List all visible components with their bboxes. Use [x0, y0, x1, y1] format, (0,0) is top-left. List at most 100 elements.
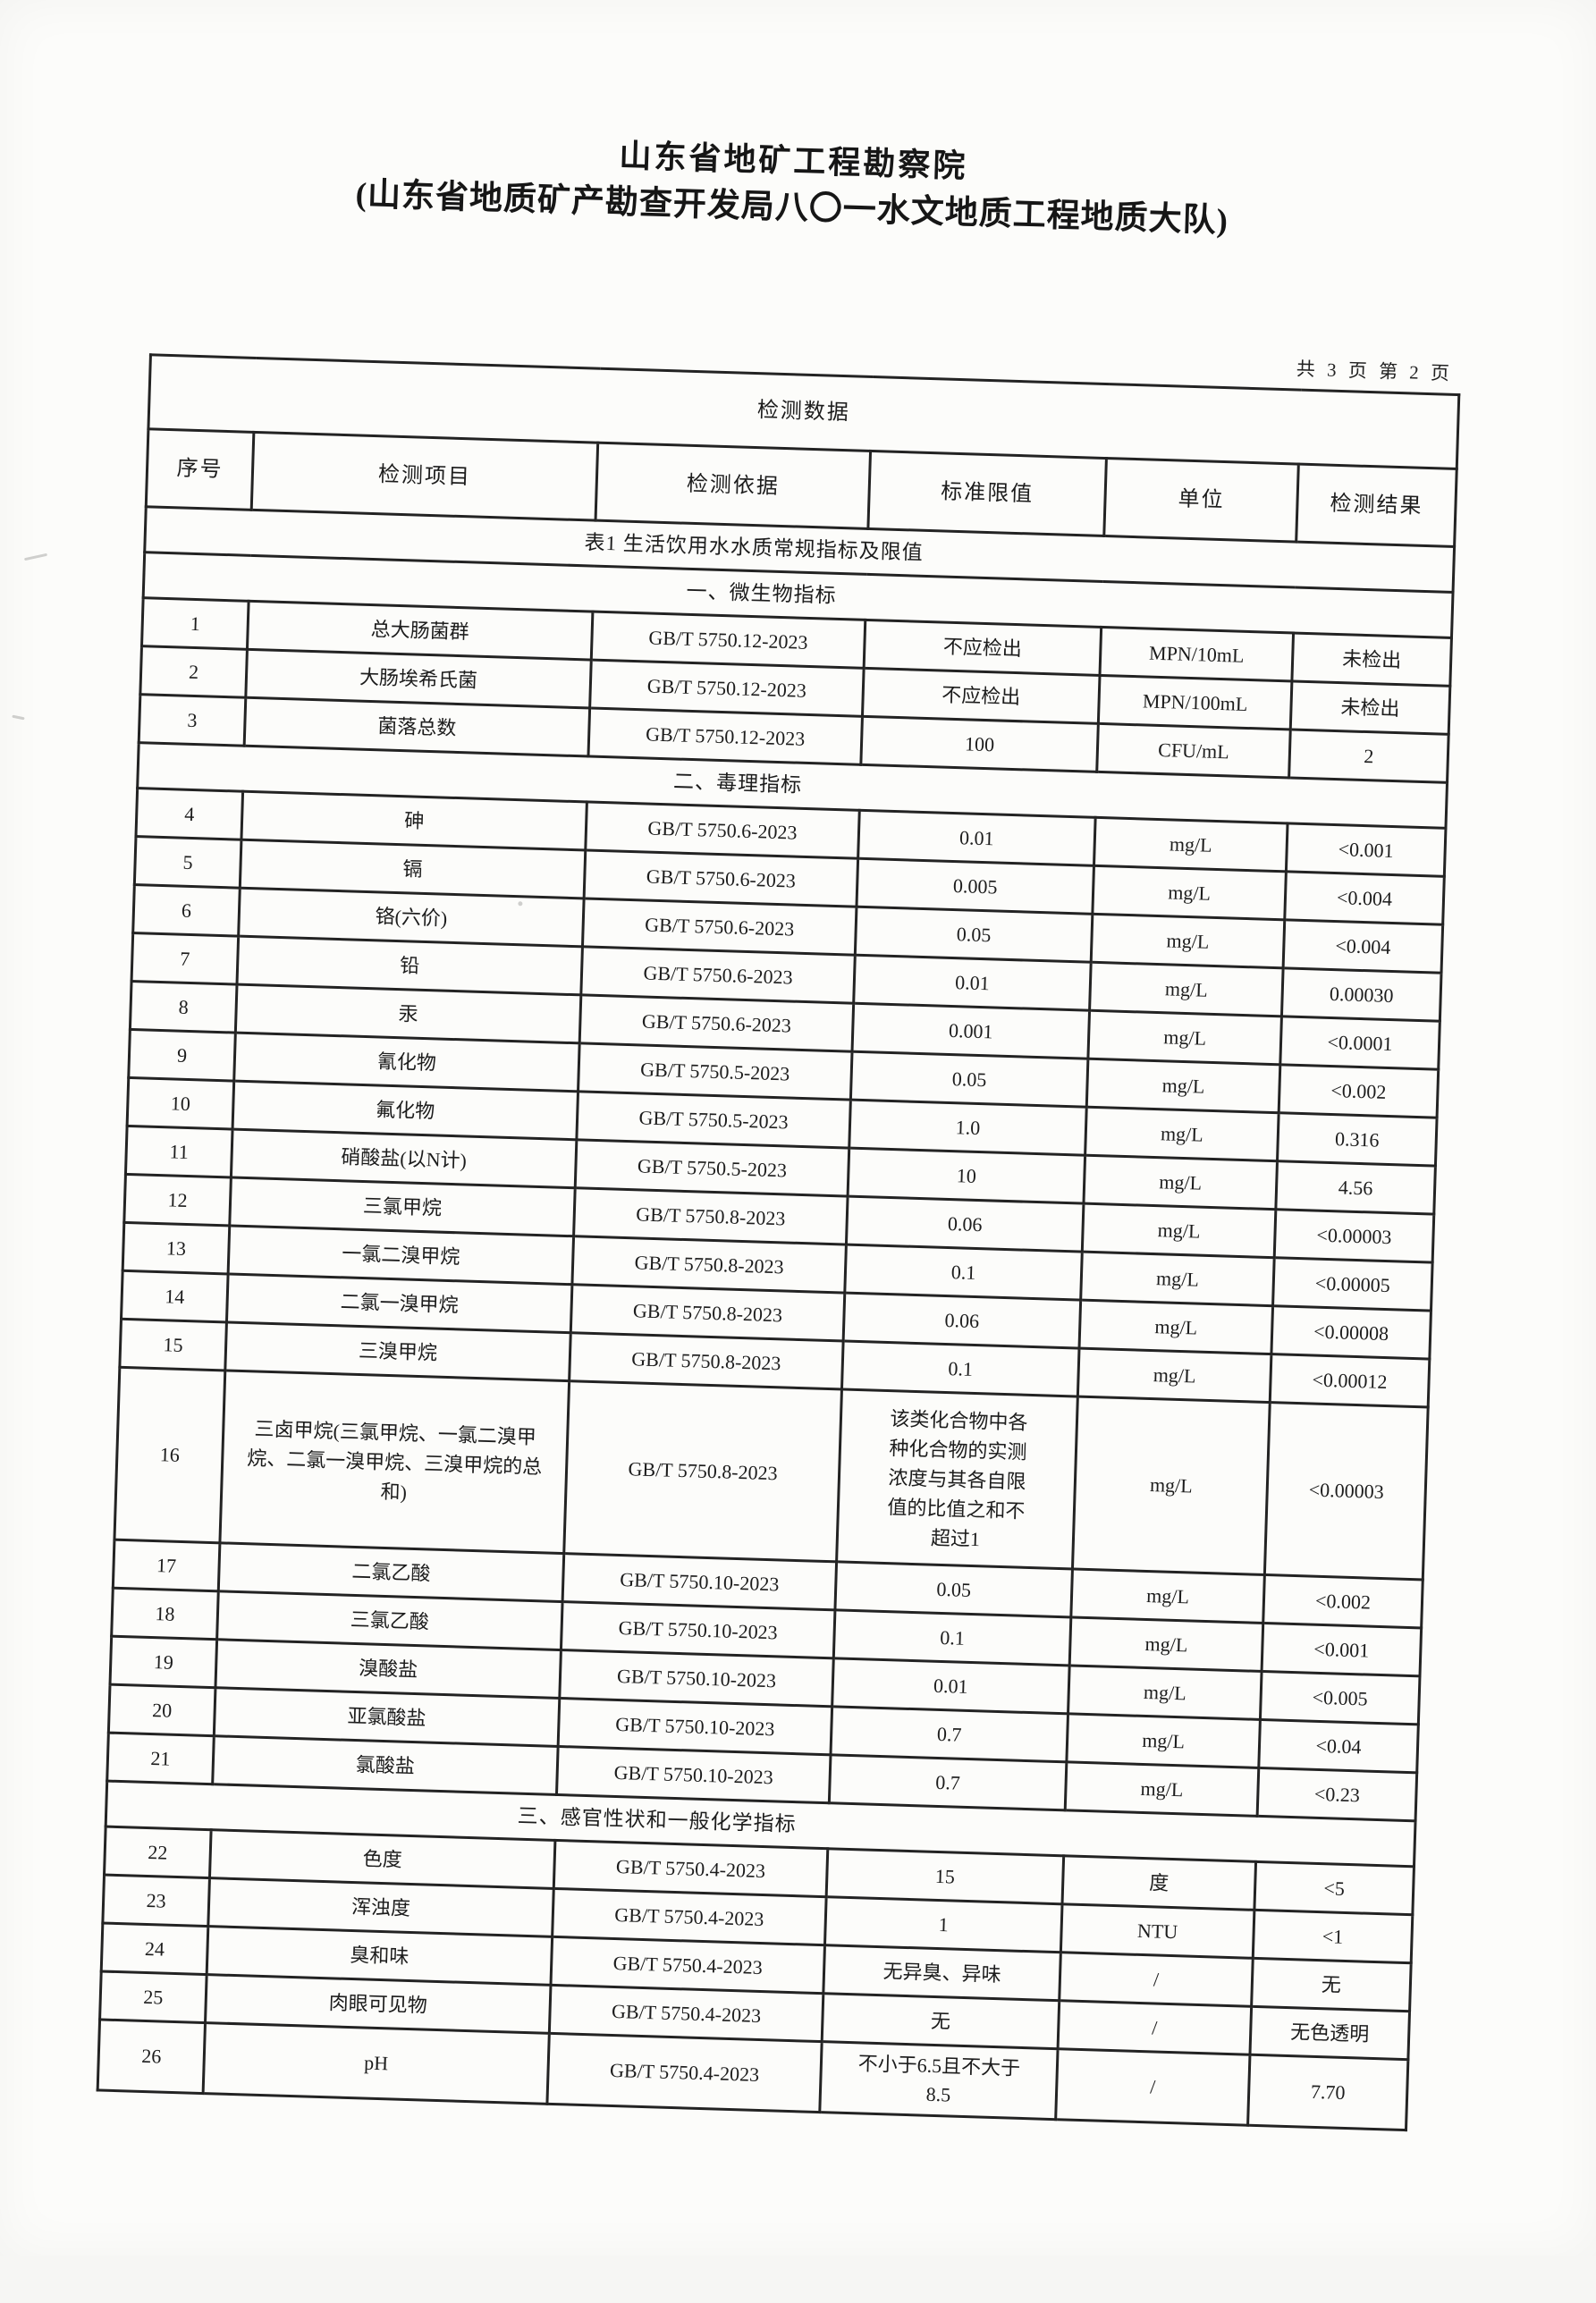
row-index: 17: [113, 1540, 220, 1591]
row-index: 4: [135, 788, 243, 840]
result-value: 2: [1288, 729, 1449, 783]
table-body: 一、微生物指标 1 总大肠菌群 GB/T 5750.12-2023 不应检出 MPN/10…: [97, 552, 1454, 2130]
test-data-table: 检测数据 序号 检测项目 检测依据 标准限值 单位 检测结果 表1 生活饮用水水…: [97, 353, 1461, 2131]
scanned-report-page: 山东省地矿工程勘察院 (山东省地质矿产勘查开发局八〇一水文地质工程地质大队) 共…: [12, 138, 1459, 2130]
row-index: 5: [134, 836, 241, 889]
row-index: 7: [131, 932, 239, 985]
result-value: 未检出: [1290, 680, 1450, 735]
method-ref: GB/T 5750.5-2023: [578, 1042, 853, 1101]
result-value: 无: [1251, 1958, 1412, 2012]
unit-value: CFU/mL: [1096, 723, 1291, 778]
limit-value: 0.01: [857, 810, 1096, 866]
method-ref: GB/T 5750.4-2023: [553, 1840, 828, 1897]
col-header-method: 检测依据: [595, 443, 871, 529]
col-header-result: 检测结果: [1296, 464, 1457, 547]
method-ref: GB/T 5750.8-2023: [571, 1236, 847, 1294]
row-index: 6: [132, 884, 241, 937]
unit-value: mg/L: [1089, 962, 1284, 1017]
result-value: <0.00008: [1271, 1305, 1431, 1360]
method-ref: GB/T 5750.4-2023: [552, 1888, 827, 1945]
unit-value: MPN/100mL: [1098, 675, 1292, 730]
limit-value: 0.1: [833, 1609, 1071, 1666]
method-ref: GB/T 5750.6-2023: [584, 849, 858, 907]
result-value: <0.002: [1262, 1574, 1423, 1628]
method-ref: GB/T 5750.8-2023: [569, 1332, 844, 1389]
limit-value: 0.05: [855, 907, 1093, 963]
limit-value: 1: [824, 1896, 1063, 1953]
result-value: <0.005: [1260, 1671, 1420, 1725]
limit-value: 1.0: [849, 1100, 1087, 1156]
result-value: <1: [1253, 1910, 1413, 1963]
method-ref: GB/T 5750.6-2023: [585, 801, 860, 859]
unit-value: mg/L: [1092, 865, 1287, 920]
limit-value: 0.06: [846, 1196, 1084, 1253]
limit-value: 不小于6.5且不大于8.5: [819, 2041, 1059, 2120]
method-ref: GB/T 5750.12-2023: [589, 660, 865, 717]
row-index: 12: [123, 1174, 232, 1226]
row-index: 24: [101, 1923, 208, 1975]
limit-value: 0.01: [853, 955, 1092, 1011]
method-ref: GB/T 5750.6-2023: [579, 994, 854, 1052]
limit-value: 无: [822, 1993, 1060, 2049]
method-ref: GB/T 5750.8-2023: [570, 1284, 845, 1342]
unit-value: mg/L: [1079, 1300, 1273, 1354]
row-index: 1: [141, 597, 249, 650]
method-ref: GB/T 5750.10-2023: [559, 1649, 834, 1707]
col-header-item: 检测项目: [251, 432, 598, 521]
row-index: 26: [97, 2019, 206, 2094]
scan-artifact: [518, 901, 523, 907]
method-ref: GB/T 5750.12-2023: [587, 708, 863, 765]
unit-value: mg/L: [1087, 1010, 1282, 1065]
col-header-unit: 单位: [1103, 458, 1299, 543]
scan-artifact: [12, 714, 25, 721]
item-name: 三卤甲烷(三氯甲烷、一氯二溴甲烷、二氯一溴甲烷、三溴甲烷的总和): [219, 1370, 570, 1554]
result-value: 无色透明: [1249, 2006, 1410, 2060]
unit-value: mg/L: [1091, 914, 1285, 968]
method-ref: GB/T 5750.5-2023: [576, 1091, 851, 1149]
unit-value: mg/L: [1070, 1568, 1265, 1624]
limit-value: 15: [826, 1848, 1064, 1904]
unit-value: mg/L: [1086, 1059, 1280, 1113]
method-ref: GB/T 5750.10-2023: [556, 1746, 831, 1803]
limit-value: 0.7: [830, 1706, 1068, 1762]
row-index: 25: [99, 1970, 207, 2023]
method-ref: GB/T 5750.10-2023: [561, 1601, 835, 1658]
row-index: 11: [125, 1126, 233, 1178]
result-value: <0.001: [1286, 822, 1446, 877]
limit-value: 不应检出: [862, 668, 1101, 724]
result-value: <0.001: [1262, 1623, 1422, 1676]
method-ref: GB/T 5750.10-2023: [562, 1553, 837, 1610]
unit-value: mg/L: [1085, 1107, 1279, 1161]
item-name: pH: [203, 2022, 550, 2105]
method-ref: GB/T 5750.10-2023: [558, 1698, 832, 1755]
result-value: <0.002: [1279, 1064, 1439, 1118]
scan-artifact: [23, 553, 48, 561]
col-header-limit: 标准限值: [867, 451, 1107, 536]
row-index: 2: [139, 645, 248, 698]
unit-value: MPN/10mL: [1100, 627, 1294, 681]
method-ref: GB/T 5750.8-2023: [563, 1380, 842, 1562]
row-index: 3: [139, 694, 246, 747]
limit-value: 无异臭、异味: [823, 1944, 1061, 2001]
method-ref: GB/T 5750.4-2023: [549, 1985, 823, 2042]
unit-value: mg/L: [1069, 1616, 1263, 1672]
result-value: <5: [1254, 1861, 1414, 1915]
row-index: 23: [102, 1875, 210, 1927]
method-ref: GB/T 5750.8-2023: [573, 1187, 849, 1245]
result-value: 未检出: [1291, 633, 1452, 687]
limit-value: 0.05: [834, 1561, 1073, 1617]
result-value: <0.04: [1258, 1719, 1419, 1773]
row-index: 15: [119, 1319, 227, 1371]
result-value: 0.00030: [1281, 967, 1442, 1022]
limit-value: 0.01: [832, 1658, 1070, 1714]
row-index: 21: [106, 1733, 215, 1784]
unit-value: mg/L: [1072, 1396, 1271, 1575]
method-ref: GB/T 5750.12-2023: [591, 612, 866, 669]
result-value: 0.316: [1277, 1112, 1438, 1167]
result-value: <0.00005: [1272, 1257, 1433, 1312]
unit-value: mg/L: [1080, 1252, 1275, 1306]
unit-value: /: [1058, 2000, 1252, 2055]
method-ref: GB/T 5750.6-2023: [582, 898, 857, 956]
unit-value: mg/L: [1082, 1203, 1276, 1258]
